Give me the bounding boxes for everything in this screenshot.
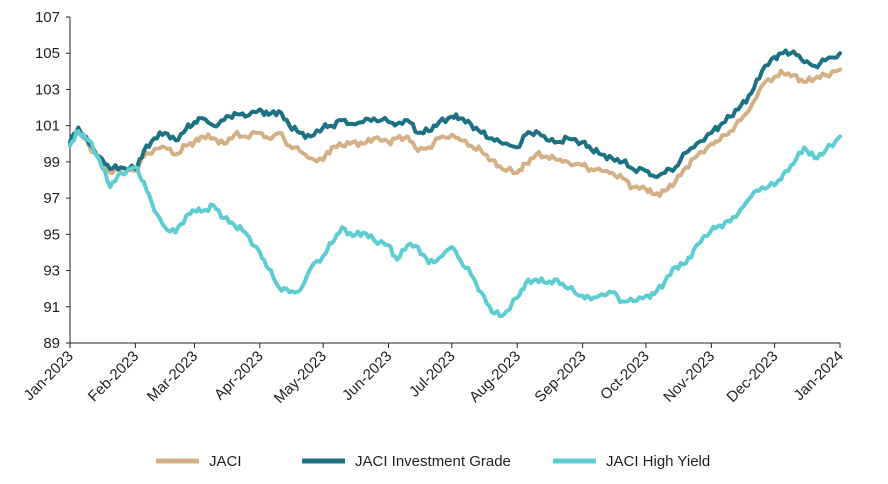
y-tick-label: 89 — [43, 335, 60, 352]
x-tick-label: Sep-2023 — [531, 348, 589, 406]
y-tick-label: 101 — [35, 118, 60, 135]
x-tick-label: Jan-2024 — [791, 348, 847, 404]
y-tick-label: 97 — [43, 190, 60, 207]
x-tick-label: Nov-2023 — [660, 348, 718, 406]
y-tick-label: 99 — [43, 154, 60, 171]
x-tick-label: Feb-2023 — [85, 348, 142, 405]
series-line-jaci-high-yield — [68, 129, 842, 319]
x-tick-label: May-2023 — [271, 348, 330, 407]
y-tick-label: 107 — [35, 9, 60, 26]
x-tick-label: Oct-2023 — [597, 348, 653, 404]
series-lines — [68, 48, 842, 319]
axes — [66, 16, 841, 348]
x-tick-label: Jun-2023 — [339, 348, 395, 404]
legend: JACI JACI Investment Grade JACI High Yield — [156, 453, 710, 470]
y-tick-label: 105 — [35, 45, 60, 62]
series-line-jaci — [68, 67, 842, 198]
y-tick-label: 103 — [35, 81, 60, 98]
y-tick-label: 91 — [43, 299, 60, 316]
legend-label: JACI High Yield — [606, 453, 710, 470]
x-tick-label: Mar-2023 — [144, 348, 201, 405]
y-tick-label: 95 — [43, 226, 60, 243]
y-axis-tick-labels: 89 91 93 95 97 99 101 103 105 107 — [35, 9, 60, 352]
series-line-jaci-investment-grade — [68, 48, 842, 180]
x-tick-label: Dec-2023 — [723, 348, 781, 406]
x-tick-label: Aug-2023 — [466, 348, 524, 406]
x-tick-label: Jul-2023 — [406, 348, 459, 401]
x-tick-label: Jan-2023 — [21, 348, 77, 404]
x-axis-tick-labels: Jan-2023 Feb-2023 Mar-2023 Apr-2023 May-2023… — [21, 348, 847, 407]
y-tick-label: 93 — [43, 263, 60, 280]
legend-label: JACI Investment Grade — [355, 453, 511, 470]
legend-label: JACI — [209, 453, 242, 470]
x-tick-label: Apr-2023 — [211, 348, 267, 404]
